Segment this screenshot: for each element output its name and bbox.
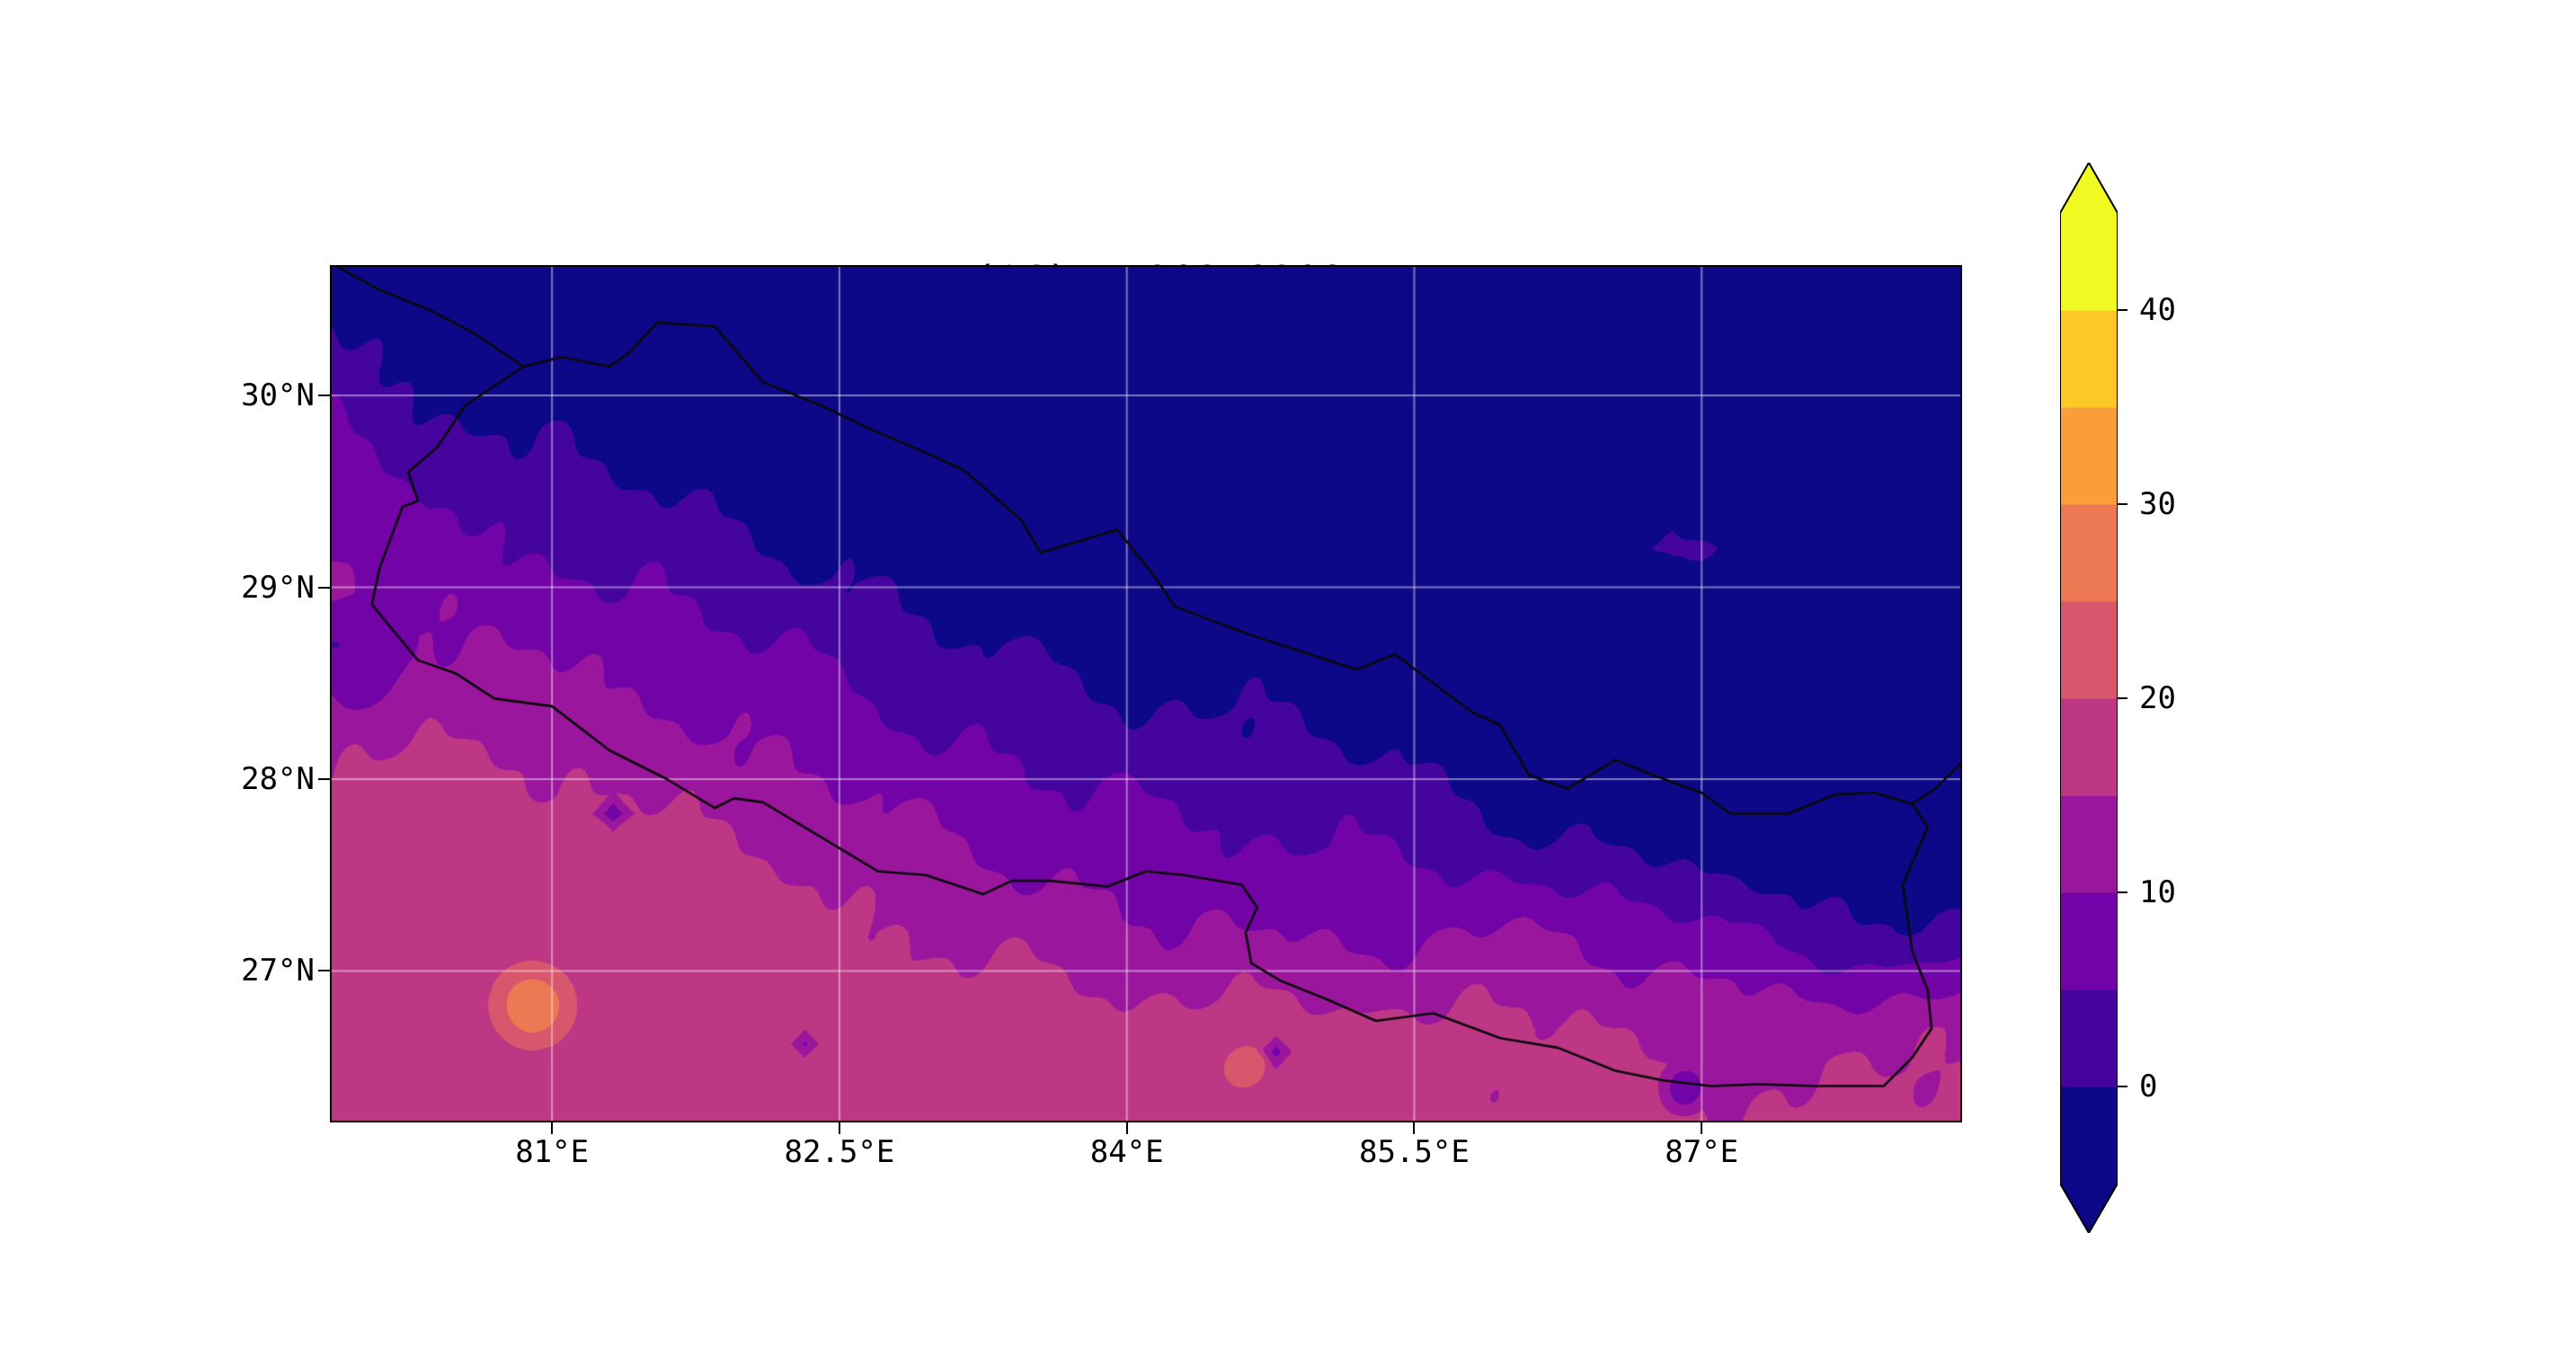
colorbar-band (2060, 601, 2118, 699)
colorbar-tick-label: 30 (2139, 486, 2176, 522)
colorbar-tick-mark (2118, 697, 2127, 699)
colorbar-tick-mark (2118, 1086, 2127, 1087)
x-tick-label: 85.5°E (1359, 1134, 1470, 1170)
y-tick-mark (318, 395, 330, 397)
colorbar-band (2060, 1086, 2118, 1184)
y-tick-mark (318, 778, 330, 780)
y-tick-label: 27°N (241, 953, 315, 989)
x-tick-label: 87°E (1665, 1134, 1739, 1170)
colorbar-tick-label: 10 (2139, 874, 2176, 910)
colorbar-band (2060, 892, 2118, 990)
x-tick-mark (551, 1122, 554, 1134)
colorbar-tick-label: 40 (2139, 292, 2176, 328)
map-plot-area (330, 265, 1962, 1122)
colorbar-tick-mark (2118, 503, 2127, 505)
y-tick-label: 28°N (241, 761, 315, 797)
y-tick-mark (318, 586, 330, 589)
colorbar-tick-mark (2118, 309, 2127, 311)
x-tick-label: 82.5°E (784, 1134, 895, 1170)
colorbar-under-arrow (2060, 1184, 2118, 1233)
colorbar-over-arrow (2060, 163, 2118, 213)
y-tick-label: 29°N (241, 569, 315, 606)
y-tick-mark (318, 970, 330, 972)
y-tick-label: 30°N (241, 377, 315, 414)
temperature-field-canvas (332, 267, 1960, 1121)
colorbar-tick-label: 0 (2139, 1069, 2158, 1104)
colorbar-band (2060, 407, 2118, 505)
colorbar-band (2060, 795, 2118, 893)
x-tick-mark (1413, 1122, 1416, 1134)
colorbar-tick-mark (2118, 891, 2127, 893)
colorbar-band (2060, 698, 2118, 796)
colorbar-band (2060, 504, 2118, 602)
x-tick-label: 81°E (515, 1134, 590, 1170)
colorbar-band (2060, 213, 2118, 311)
colorbar (2060, 163, 2118, 1233)
colorbar-band (2060, 310, 2118, 408)
colorbar-tick-label: 20 (2139, 680, 2176, 716)
colorbar-band (2060, 989, 2118, 1087)
x-tick-mark (1125, 1122, 1128, 1134)
x-tick-label: 84°E (1089, 1134, 1164, 1170)
x-tick-mark (1701, 1122, 1703, 1134)
x-tick-mark (838, 1122, 840, 1134)
